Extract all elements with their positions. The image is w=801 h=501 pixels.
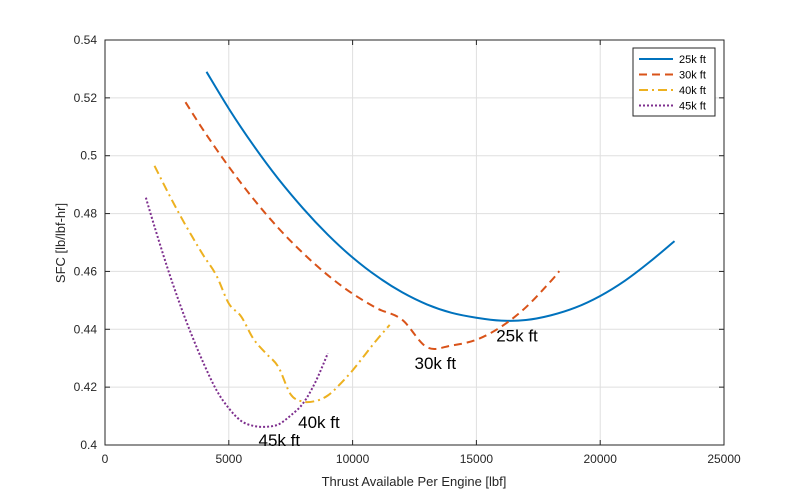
- series-line-40k-ft: [153, 165, 391, 404]
- y-tick-label: 0.48: [74, 207, 98, 221]
- y-tick-label: 0.52: [74, 91, 98, 105]
- x-tick-label: 15000: [460, 452, 494, 466]
- tick-labels: 0 5000 10000 15000 20000 25000 0.4 0.42 0.44 0.46…: [74, 33, 741, 466]
- x-tick-label: 0: [102, 452, 109, 466]
- annotation-label: 30k ft: [415, 354, 457, 373]
- series-line-45k-ft: [144, 197, 329, 428]
- y-tick-label: 0.46: [74, 264, 98, 278]
- series-line-25k-ft: [205, 71, 676, 322]
- legend-entry: 25k ft: [679, 54, 706, 66]
- y-tick-label: 0.4: [80, 438, 97, 452]
- legend-entry: 45k ft: [679, 101, 706, 113]
- y-tick-label: 0.54: [74, 33, 98, 47]
- x-tick-label: 25000: [707, 452, 741, 466]
- x-tick-label: 5000: [215, 452, 242, 466]
- y-tick-label: 0.44: [74, 322, 98, 336]
- x-tick-label: 20000: [584, 452, 618, 466]
- y-tick-label: 0.5: [80, 149, 97, 163]
- series-line-30k-ft: [184, 101, 561, 350]
- annotation-label: 45k ft: [259, 431, 301, 450]
- annotation-label: 25k ft: [496, 326, 538, 345]
- legend-entry: 30k ft: [679, 70, 706, 82]
- x-tick-label: 10000: [336, 452, 370, 466]
- plot-frame: [104, 39, 725, 446]
- annotation-label: 40k ft: [298, 413, 340, 432]
- y-axis-title: SFC [lb/lbf-hr]: [53, 203, 68, 283]
- series-lines: [144, 71, 676, 428]
- legend: 25k ft 30k ft 40k ft 45k ft: [632, 47, 716, 117]
- plot-area: [105, 40, 724, 445]
- y-tick-label: 0.42: [74, 380, 98, 394]
- legend-entry: 40k ft: [679, 85, 706, 97]
- x-axis-title: Thrust Available Per Engine [lbf]: [322, 474, 507, 489]
- axis-ticks: [104, 39, 725, 446]
